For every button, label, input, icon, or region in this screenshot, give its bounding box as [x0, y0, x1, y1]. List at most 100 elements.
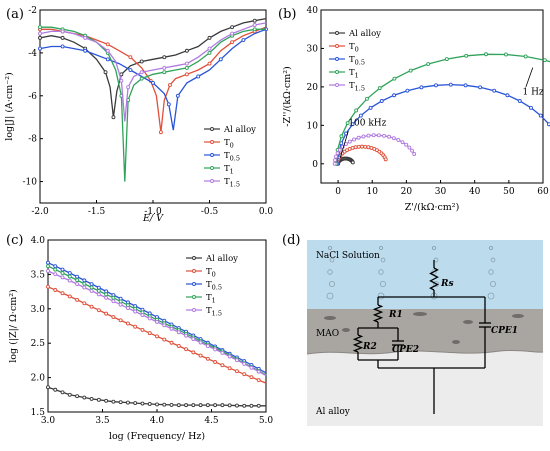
bubble	[488, 245, 493, 250]
panel-c-point-t0	[213, 360, 218, 364]
panel-c-point-t1	[96, 288, 101, 293]
panel-b-point-t0-5	[419, 85, 424, 90]
panel-b-point-t1	[408, 68, 413, 73]
panel-c-point-t1-5	[249, 365, 254, 370]
panel-c-point-t1	[67, 274, 72, 279]
panel-c-x-axis-label: log (Frequency/ Hz)	[109, 431, 205, 442]
panel-c-point-al-alloy	[111, 399, 116, 404]
panel-c-legend-marker-t0-5	[192, 282, 196, 286]
panel-c-point-t0	[191, 350, 196, 355]
panel-b-point-t0	[356, 144, 361, 149]
panel-a-point-t1-5	[230, 31, 235, 36]
panel-b-point-t1-5	[400, 140, 405, 145]
panel-a-point-t1	[207, 50, 212, 55]
panel-c-y-axis-label: log (|Z|/ Ω·cm²)	[8, 289, 19, 363]
panel-a-point-t0-5	[128, 68, 133, 72]
panel-c-legend-entry-t1: T1	[206, 293, 216, 305]
panel-c-point-t1-5	[220, 350, 225, 355]
panel-b-point-t1-5	[352, 137, 356, 142]
panel-c-point-al-alloy	[249, 403, 254, 408]
pore	[413, 312, 427, 316]
panel-b-point-t1	[484, 52, 488, 57]
panel-c-point-t0	[249, 375, 254, 380]
panel-a-point-t1-5	[139, 70, 144, 75]
panel-a-point-t0-5	[218, 57, 223, 62]
panel-c-x-tick-label: 4.0	[150, 416, 165, 426]
panel-c-point-t1-5	[176, 330, 181, 335]
panel-b-point-t1	[377, 86, 382, 91]
panel-a-point-al-alloy	[111, 115, 116, 120]
r2-label: R2	[362, 342, 377, 352]
panel-c-point-al-alloy	[75, 394, 80, 399]
panel-a-polarization-chart: (a) -2.0 -1.5 -1.0 -0.5 0.0 -10 -8 -6 -4 -2 Al al…	[4, 6, 273, 224]
panel-c-legend-marker-t0	[192, 269, 196, 273]
panel-c-point-al-alloy	[82, 395, 87, 400]
panel-c-point-t1	[118, 299, 123, 304]
panel-b-point-t1	[354, 108, 359, 113]
panel-c-point-al-alloy	[125, 400, 130, 405]
panel-c-point-t0	[242, 372, 247, 377]
solution-bubbles	[326, 245, 497, 300]
panel-c-point-t1	[82, 281, 87, 286]
panel-a-point-t0-5	[241, 38, 246, 42]
panel-c-point-al-alloy	[242, 403, 247, 408]
panel-c-point-t0	[198, 353, 203, 358]
panel-c-point-t0	[234, 369, 239, 374]
panel-a-point-al-alloy	[252, 18, 257, 23]
panel-c-point-t1	[111, 295, 116, 300]
bubble	[487, 292, 495, 300]
panel-c-point-t0	[60, 291, 65, 296]
panel-b-point-t0	[353, 145, 358, 150]
bubble	[488, 269, 494, 275]
panel-b-annotation-arrow-100khz	[339, 130, 349, 159]
solution-label: NaCl Solution	[316, 251, 380, 261]
panel-a-x-tick-label: 0.0	[259, 207, 274, 217]
panel-label-b: (b)	[278, 7, 296, 22]
panel-c-point-t0-5	[46, 260, 50, 265]
panel-b-point-al-alloy	[350, 160, 355, 165]
panel-c-point-al-alloy	[155, 402, 159, 407]
panel-a-legend-marker-al-alloy	[210, 127, 214, 131]
panel-c-legend-entry-t1-5: T1.5	[206, 306, 222, 318]
panel-a-y-tick-label: -4	[28, 49, 37, 59]
panel-c-point-t1-5	[242, 361, 247, 366]
panel-a-point-t1	[162, 70, 167, 75]
panel-c-point-t1-5	[111, 299, 116, 304]
panel-c-point-t0	[184, 347, 189, 352]
panel-c-point-t1-5	[184, 333, 189, 338]
panel-b-point-t1	[345, 121, 350, 125]
bubble	[327, 269, 333, 275]
panel-c-point-t0	[147, 331, 152, 336]
panel-c-legend-entry-t0-5: T0.5	[206, 280, 222, 292]
panel-a-point-t1-5	[252, 23, 257, 27]
panel-c-point-t1-5	[104, 295, 109, 300]
panel-b-point-t1-5	[334, 154, 338, 159]
panel-c-point-t1-5	[67, 278, 72, 283]
panel-a-point-t1-5	[126, 85, 131, 90]
panel-a-point-t0-5	[105, 57, 110, 62]
panel-b-point-t1	[503, 52, 508, 57]
panel-b-point-t0	[366, 145, 371, 150]
mao-label: MAO	[316, 329, 339, 339]
panel-c-plot-area: 3.0 3.5 4.0 4.5 5.0 1.5 2.0 2.5 3.0 3.5 4.0	[31, 236, 274, 426]
panel-a-point-t1-5	[38, 31, 42, 36]
panel-b-legend-entry-t0: T0	[349, 42, 359, 54]
panel-a-x-tick-label: -2.0	[31, 207, 49, 217]
panel-b-frame	[320, 9, 544, 184]
panel-c-point-al-alloy	[213, 403, 218, 408]
panel-b-annotation-1-hz: 1 Hz	[523, 88, 544, 98]
panel-c-point-al-alloy	[198, 403, 203, 408]
panel-b-point-t0-5	[547, 122, 550, 127]
cpe1-label: CPE1	[491, 326, 518, 336]
panel-c-point-al-alloy	[220, 403, 225, 408]
panel-c-point-t1	[60, 271, 65, 275]
panel-b-x-tick-label: 50	[503, 187, 515, 197]
panel-b-x-tick-label: 40	[469, 187, 481, 197]
panel-b-x-tick-label: 30	[435, 187, 447, 197]
panel-c-point-t1-5	[213, 347, 218, 352]
panel-c-point-al-alloy	[176, 403, 181, 408]
panel-c-point-t1-5	[46, 269, 50, 273]
panel-a-y-tick-label: -10	[23, 178, 38, 188]
